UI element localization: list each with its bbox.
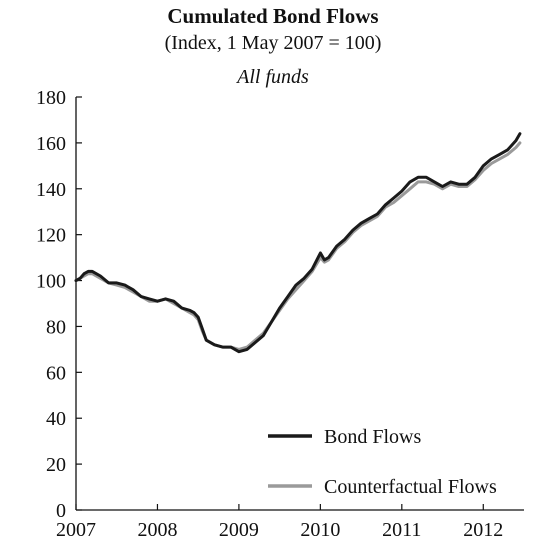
x-axis-ticks: 2007 2008 2009 2010 2011 2012 — [56, 504, 503, 541]
y-tick-label: 120 — [36, 225, 66, 247]
x-tick-label: 2009 — [219, 519, 259, 541]
y-tick-label: 60 — [46, 362, 66, 384]
y-tick-label: 0 — [56, 500, 66, 522]
x-tick-label: 2011 — [382, 519, 421, 541]
y-tick-label: 100 — [36, 271, 66, 293]
y-axis-ticks: 0 20 40 60 80 100 120 140 160 180 — [36, 87, 82, 522]
axes — [75, 97, 524, 511]
y-tick-label: 20 — [46, 454, 66, 476]
y-tick-label: 140 — [36, 179, 66, 201]
x-tick-label: 2010 — [300, 519, 340, 541]
legend: Bond Flows Counterfactual Flows — [268, 426, 497, 498]
y-tick-label: 40 — [46, 408, 66, 430]
series-line-bond-flows — [74, 132, 522, 354]
y-tick-label: 180 — [36, 87, 66, 109]
x-tick-label: 2007 — [56, 519, 96, 541]
y-tick-label: 80 — [46, 316, 66, 338]
legend-label: Bond Flows — [324, 426, 421, 448]
chart-subtitle: (Index, 1 May 2007 = 100) — [164, 32, 382, 54]
chart-title: Cumulated Bond Flows — [167, 4, 379, 28]
legend-label: Counterfactual Flows — [324, 476, 497, 498]
x-tick-label: 2008 — [137, 519, 177, 541]
y-tick-label: 160 — [36, 133, 66, 155]
panel-label: All funds — [237, 66, 309, 88]
x-tick-label: 2012 — [463, 519, 503, 541]
series-line-counterfactual-flows — [74, 141, 522, 351]
series-layer — [74, 132, 522, 354]
